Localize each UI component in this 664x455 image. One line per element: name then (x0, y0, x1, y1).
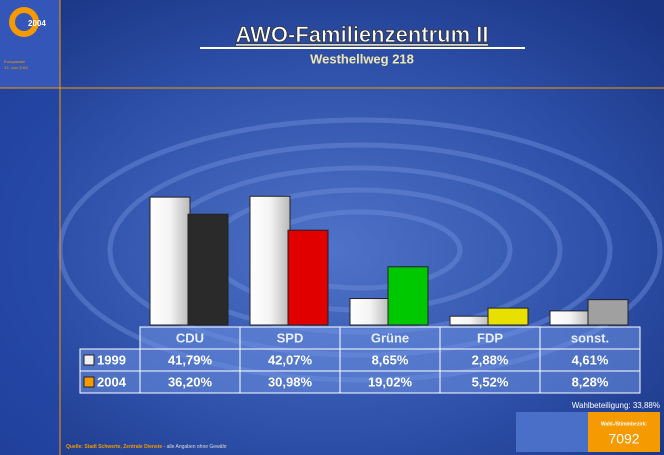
column-header: SPD (277, 330, 304, 345)
logo-text: 2004 (28, 19, 46, 28)
district-box (588, 412, 660, 452)
district-label: Wahl-/Stimmbezirk: (601, 421, 648, 427)
bar (249, 195, 291, 326)
source-name: Quelle: Stadt Schwerte, Zentrale Dienste (66, 444, 162, 450)
bar (487, 307, 529, 326)
bar (187, 213, 229, 326)
bar (387, 266, 429, 326)
bar (149, 196, 191, 326)
value-label: 2,88% (472, 352, 509, 367)
title: AWO-Familienzentrum II (235, 22, 488, 47)
legend-label: 2004 (97, 374, 127, 389)
value-label: 41,79% (168, 352, 213, 367)
value-label: 30,98% (268, 374, 313, 389)
value-label: 8,28% (572, 374, 609, 389)
column-header: FDP (477, 330, 503, 345)
bar (587, 299, 629, 326)
legend-swatch (83, 354, 95, 366)
bar (287, 229, 329, 326)
legend-swatch (83, 376, 95, 388)
column-header: sonst. (571, 330, 609, 345)
value-label: 36,20% (168, 374, 213, 389)
emblem (516, 412, 588, 452)
column-header: Grüne (371, 330, 409, 345)
bar (449, 315, 491, 326)
chart: CDU SPD Grüne FDP sonst. 1999 41,79% 42,07% 8,65… (79, 195, 641, 394)
value-label: 8,65% (372, 352, 409, 367)
legend-label: 1999 (97, 352, 126, 367)
source-note: - alle Angaben ohne Gewähr (162, 444, 227, 450)
bar (549, 310, 591, 326)
logo-inner (15, 13, 33, 31)
table-bg (139, 326, 641, 394)
logo-caption: Europawahl (4, 59, 25, 64)
logo-caption: 13. Juni 2004 (4, 65, 29, 70)
value-label: 5,52% (472, 374, 509, 389)
bar (349, 298, 391, 326)
source: Quelle: Stadt Schwerte, Zentrale Dienste… (66, 444, 227, 450)
turnout: Wahlbeteiligung: 33,88% (572, 401, 660, 410)
value-label: 4,61% (572, 352, 609, 367)
column-header: CDU (176, 330, 204, 345)
value-label: 42,07% (268, 352, 313, 367)
value-label: 19,02% (368, 374, 413, 389)
subtitle: Westhellweg 218 (310, 51, 414, 66)
district: 7092 (608, 431, 639, 447)
